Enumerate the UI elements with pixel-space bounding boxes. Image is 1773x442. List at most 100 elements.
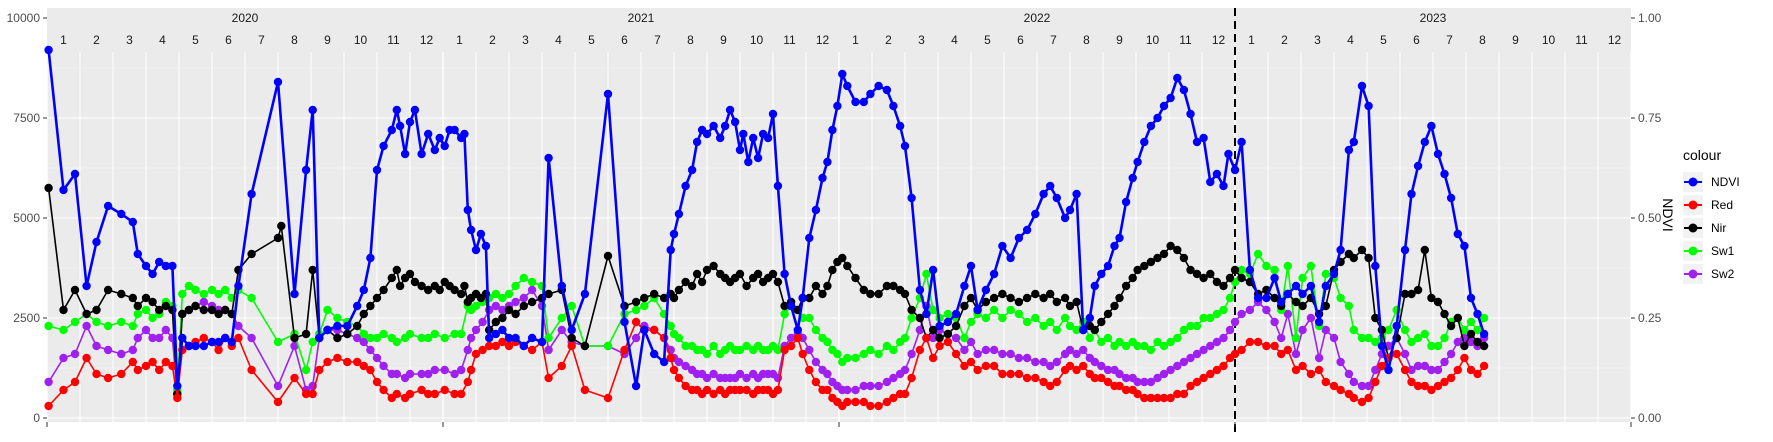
point-red — [843, 397, 852, 407]
point-ndvi — [1153, 113, 1162, 123]
point-nir — [1046, 289, 1055, 299]
legend-title: colour — [1683, 147, 1721, 163]
point-sw1 — [117, 317, 126, 327]
point-ndvi — [895, 121, 905, 131]
point-red — [1166, 393, 1175, 403]
point-ndvi — [372, 165, 382, 175]
point-red — [1079, 361, 1088, 371]
point-sw2 — [1245, 305, 1255, 315]
point-ndvi — [221, 333, 230, 343]
point-red — [1479, 361, 1489, 371]
point-sw2 — [1173, 361, 1182, 371]
month-label: 2 — [885, 33, 892, 47]
point-sw1 — [1460, 325, 1469, 335]
point-sw2 — [1336, 357, 1345, 367]
point-sw2 — [811, 357, 821, 367]
point-sw2 — [440, 365, 449, 375]
point-red — [1186, 381, 1195, 391]
y-right-tick-label: 0.00 — [1638, 411, 1662, 425]
point-ndvi — [308, 105, 317, 115]
point-nir — [1291, 297, 1301, 307]
point-sw2 — [1413, 361, 1423, 371]
point-nir — [1407, 289, 1416, 299]
point-sw2 — [128, 345, 137, 355]
point-sw1 — [666, 321, 675, 331]
point-ndvi — [1052, 193, 1062, 203]
point-sw2 — [735, 369, 745, 379]
point-ndvi — [1192, 137, 1202, 147]
point-ndvi — [780, 269, 789, 279]
point-ndvi — [410, 105, 420, 115]
point-nir — [207, 305, 217, 315]
point-sw1 — [907, 313, 916, 323]
point-red — [889, 393, 898, 403]
point-nir — [843, 261, 852, 271]
point-ndvi — [1039, 189, 1048, 199]
point-red — [343, 357, 352, 367]
point-ndvi — [366, 253, 375, 263]
point-sw2 — [1039, 357, 1048, 367]
point-ndvi — [1206, 177, 1215, 187]
point-ndvi — [527, 333, 537, 343]
point-ndvi — [640, 325, 649, 335]
point-sw1 — [1420, 329, 1430, 339]
legend-label: Sw1 — [1711, 244, 1735, 258]
point-nir — [966, 293, 976, 303]
y-right-title: NDVI — [1660, 198, 1676, 231]
point-red — [1031, 373, 1040, 383]
point-sw1 — [1133, 341, 1142, 351]
point-ndvi — [1479, 329, 1489, 339]
point-sw1 — [491, 289, 500, 299]
point-ndvi — [1146, 121, 1156, 131]
point-red — [141, 361, 151, 371]
point-red — [1371, 377, 1380, 387]
point-ndvi — [1283, 289, 1293, 299]
point-sw1 — [450, 329, 459, 339]
point-nir — [773, 277, 783, 287]
point-red — [1377, 361, 1387, 371]
point-red — [951, 349, 961, 359]
point-ndvi — [1344, 145, 1354, 155]
point-red — [44, 401, 53, 411]
point-sw2 — [148, 333, 157, 343]
point-sw1 — [184, 281, 194, 291]
point-red — [333, 353, 342, 363]
point-red — [417, 385, 426, 395]
point-red — [450, 389, 459, 399]
point-sw2 — [273, 381, 283, 391]
point-sw1 — [889, 345, 898, 355]
point-red — [133, 365, 142, 375]
y-left-tick-label: 2500 — [13, 311, 40, 325]
point-sw1 — [424, 333, 433, 343]
point-red — [793, 333, 802, 343]
point-red — [557, 361, 566, 371]
point-sw1 — [207, 285, 217, 295]
point-sw2 — [117, 349, 126, 359]
point-sw2 — [463, 345, 472, 355]
point-ndvi — [92, 237, 101, 247]
point-sw2 — [1199, 345, 1208, 355]
month-label: 8 — [291, 33, 298, 47]
point-red — [780, 345, 789, 355]
point-sw2 — [471, 325, 481, 335]
point-sw1 — [1097, 337, 1106, 347]
point-red — [1446, 373, 1456, 383]
point-ndvi — [1427, 121, 1436, 131]
point-red — [504, 341, 514, 351]
point-ndvi — [400, 149, 410, 159]
point-nir — [1006, 293, 1015, 303]
point-ndvi — [498, 325, 507, 335]
point-sw1 — [773, 345, 783, 355]
point-ndvi — [935, 321, 944, 331]
point-nir — [998, 289, 1007, 299]
point-ndvi — [247, 189, 256, 199]
point-sw1 — [1427, 341, 1436, 351]
point-ndvi — [141, 261, 151, 271]
point-ndvi — [1128, 173, 1137, 183]
point-sw2 — [557, 325, 566, 335]
point-nir — [301, 329, 311, 339]
point-sw1 — [1384, 325, 1393, 335]
point-nir — [277, 221, 286, 231]
point-ndvi — [173, 381, 182, 391]
point-nir — [1052, 297, 1062, 307]
